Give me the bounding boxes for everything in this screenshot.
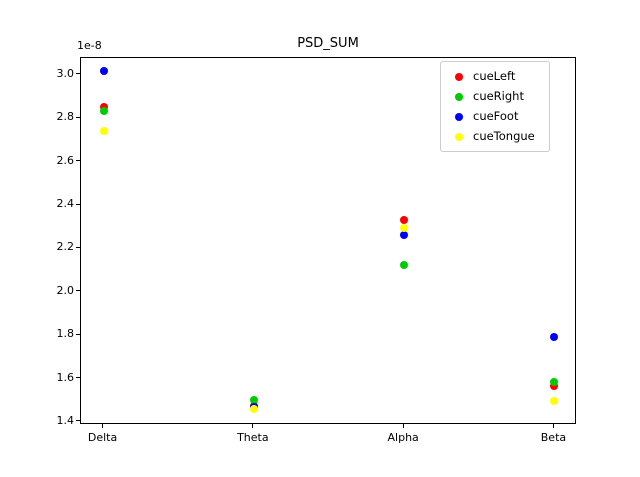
y-tick-mark [76, 290, 80, 292]
x-tick-label-alpha: Alpha [387, 431, 419, 444]
legend-label: cueTongue [473, 129, 535, 143]
y-tick-mark [76, 73, 80, 75]
data-point-cueFoot-beta [550, 333, 559, 342]
legend-entry-cueRight: cueRight [451, 90, 539, 103]
y-tick-label: 2.4 [56, 197, 75, 211]
x-tick-mark [552, 424, 554, 428]
data-point-cueFoot-alpha [400, 231, 409, 240]
chart-title: PSD_SUM [297, 36, 359, 51]
y-axis-offset-label: 1e-8 [77, 39, 102, 52]
data-point-cueTongue-theta [249, 404, 258, 413]
y-tick-label: 3.0 [56, 66, 75, 80]
y-tick-label: 1.8 [56, 327, 75, 341]
x-tick-mark [102, 424, 104, 428]
y-tick-label: 1.6 [56, 370, 75, 384]
data-point-cueLeft-alpha [400, 216, 409, 225]
y-tick-mark [76, 377, 80, 379]
data-point-cueRight-theta [249, 396, 258, 405]
y-tick-label: 2.8 [56, 110, 75, 124]
y-tick-mark [76, 246, 80, 248]
data-point-cueRight-delta [99, 106, 108, 115]
y-tick-label: 2.2 [56, 240, 75, 254]
data-point-cueTongue-beta [550, 397, 559, 406]
legend-entry-cueLeft: cueLeft [451, 70, 539, 83]
data-point-cueRight-alpha [400, 260, 409, 269]
x-tick-label-beta: Beta [540, 431, 567, 444]
legend-marker-icon [455, 132, 463, 141]
data-point-cueTongue-alpha [400, 223, 409, 232]
y-tick-mark [76, 116, 80, 118]
data-point-cueFoot-delta [99, 66, 108, 75]
y-tick-mark [76, 333, 80, 335]
legend-marker-icon [455, 72, 463, 81]
legend-marker-icon [455, 92, 463, 101]
y-tick-mark [76, 203, 80, 205]
y-tick-mark [76, 420, 80, 422]
x-tick-mark [252, 424, 254, 428]
data-point-cueTongue-delta [99, 127, 108, 136]
legend-label: cueFoot [473, 109, 519, 123]
legend-marker-icon [455, 112, 463, 121]
y-tick-label: 1.4 [56, 413, 75, 427]
x-tick-label-theta: Theta [237, 431, 269, 444]
data-point-cueLeft-beta [550, 382, 559, 391]
legend: cueLeft cueRight cueFoot cueTongue [440, 61, 550, 152]
y-tick-label: 2.0 [56, 283, 75, 297]
legend-label: cueLeft [473, 69, 516, 83]
legend-entry-cueFoot: cueFoot [451, 110, 539, 123]
x-tick-label-delta: Delta [87, 431, 118, 444]
y-tick-label: 2.6 [56, 153, 75, 167]
x-tick-mark [402, 424, 404, 428]
legend-label: cueRight [473, 89, 524, 103]
legend-entry-cueTongue: cueTongue [451, 130, 539, 143]
y-tick-mark [76, 160, 80, 162]
data-point-cueRight-beta [550, 377, 559, 386]
